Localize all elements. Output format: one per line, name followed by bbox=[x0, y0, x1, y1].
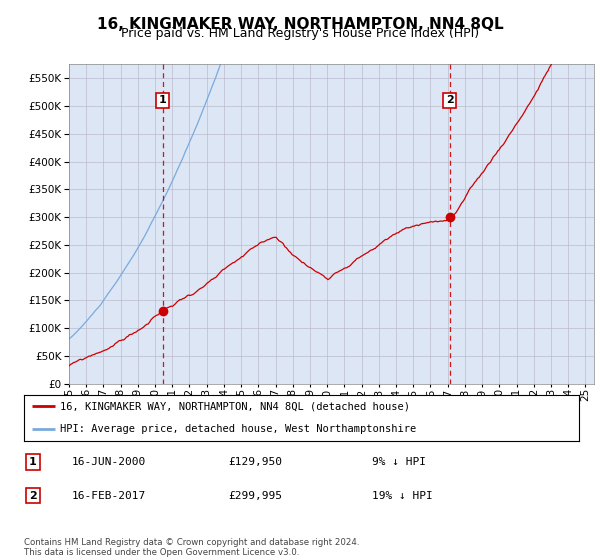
Text: 19% ↓ HPI: 19% ↓ HPI bbox=[372, 491, 433, 501]
Text: Contains HM Land Registry data © Crown copyright and database right 2024.
This d: Contains HM Land Registry data © Crown c… bbox=[24, 538, 359, 557]
Text: 16, KINGMAKER WAY, NORTHAMPTON, NN4 8QL (detached house): 16, KINGMAKER WAY, NORTHAMPTON, NN4 8QL … bbox=[60, 402, 410, 411]
Text: 9% ↓ HPI: 9% ↓ HPI bbox=[372, 457, 426, 467]
Text: 2: 2 bbox=[29, 491, 37, 501]
Text: 16, KINGMAKER WAY, NORTHAMPTON, NN4 8QL: 16, KINGMAKER WAY, NORTHAMPTON, NN4 8QL bbox=[97, 17, 503, 32]
Text: 16-FEB-2017: 16-FEB-2017 bbox=[72, 491, 146, 501]
Text: 2: 2 bbox=[446, 96, 454, 105]
Text: Price paid vs. HM Land Registry's House Price Index (HPI): Price paid vs. HM Land Registry's House … bbox=[121, 27, 479, 40]
Text: 1: 1 bbox=[159, 96, 167, 105]
Text: 1: 1 bbox=[29, 457, 37, 467]
Text: £129,950: £129,950 bbox=[228, 457, 282, 467]
Text: £299,995: £299,995 bbox=[228, 491, 282, 501]
Text: 16-JUN-2000: 16-JUN-2000 bbox=[72, 457, 146, 467]
Text: HPI: Average price, detached house, West Northamptonshire: HPI: Average price, detached house, West… bbox=[60, 424, 416, 434]
